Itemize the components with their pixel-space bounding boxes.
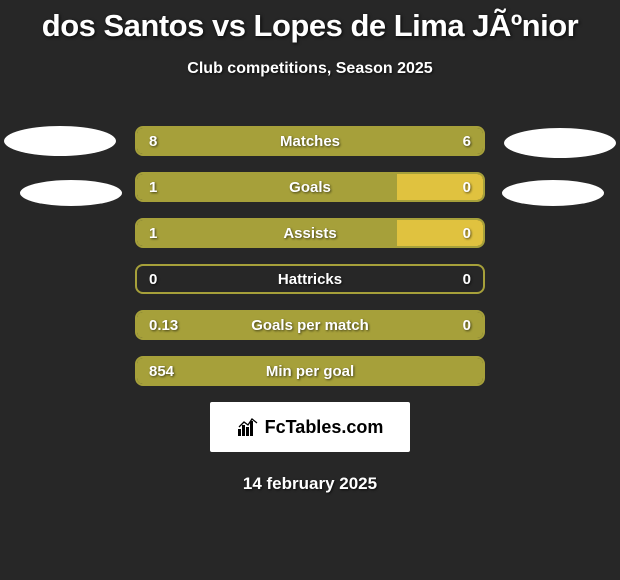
- stat-value-right: 0: [463, 317, 471, 334]
- stat-value-left: 8: [149, 133, 157, 150]
- stat-row: 1 Assists 0: [135, 218, 485, 248]
- stat-row: 1 Goals 0: [135, 172, 485, 202]
- stat-label: Goals per match: [251, 317, 369, 334]
- page-title: dos Santos vs Lopes de Lima JÃºnior: [0, 0, 620, 44]
- stat-label: Hattricks: [278, 271, 342, 288]
- bar-left: [137, 174, 397, 200]
- logo-text: FcTables.com: [265, 417, 384, 438]
- stat-value-right: 0: [463, 179, 471, 196]
- player-left-ellipse-1: [4, 126, 116, 156]
- stat-value-left: 0.13: [149, 317, 178, 334]
- stat-label: Assists: [283, 225, 336, 242]
- player-right-ellipse-1: [504, 128, 616, 158]
- stat-value-right: 0: [463, 271, 471, 288]
- stat-label: Goals: [289, 179, 331, 196]
- logo-box[interactable]: FcTables.com: [210, 402, 410, 452]
- comparison-content: 8Matches61Goals01Assists00Hattricks00.13…: [0, 106, 620, 494]
- stat-row: 854 Min per goal: [135, 356, 485, 386]
- stat-value-left: 0: [149, 271, 157, 288]
- bar-left: [137, 220, 397, 246]
- stats-rows: 8Matches61Goals01Assists00Hattricks00.13…: [135, 106, 485, 386]
- stat-row: 0.13 Goals per match 0: [135, 310, 485, 340]
- stat-value-left: 1: [149, 179, 157, 196]
- date-label: 14 february 2025: [0, 474, 620, 494]
- stat-value-right: 6: [463, 133, 471, 150]
- stat-label: Min per goal: [266, 363, 354, 380]
- stat-value-left: 854: [149, 363, 174, 380]
- stat-row: 0 Hattricks 0: [135, 264, 485, 294]
- stat-value-right: 0: [463, 225, 471, 242]
- player-left-ellipse-2: [20, 180, 122, 206]
- stat-label: Matches: [280, 133, 340, 150]
- stat-value-left: 1: [149, 225, 157, 242]
- player-right-ellipse-2: [502, 180, 604, 206]
- stat-row: 8 Matches 6: [135, 126, 485, 156]
- chart-icon: [237, 417, 261, 437]
- subtitle: Club competitions, Season 2025: [0, 60, 620, 78]
